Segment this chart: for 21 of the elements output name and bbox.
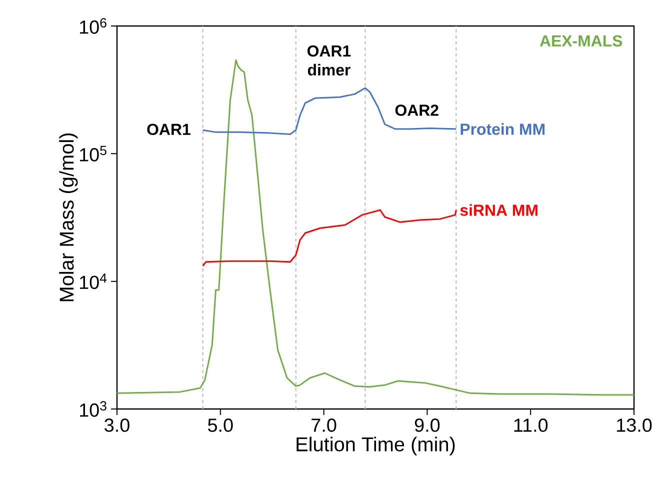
- x-tick-label: 7.0: [312, 418, 336, 432]
- y-tick-label: 10$^{4}$: [80, 274, 107, 290]
- x-tick-label: 5.0: [208, 418, 233, 432]
- annotation: OAR2: [395, 104, 438, 116]
- y-tick-label: 10$^{5}$: [80, 146, 106, 162]
- annotation: OAR1 dimer: [307, 45, 351, 76]
- x-tick-label: 9.0: [414, 418, 440, 432]
- annotation: OAR1: [147, 124, 190, 136]
- line-series: [202, 87, 457, 135]
- y-axis-title: Molar Mass (g/mol): [59, 134, 78, 302]
- x-axis-title: Elution Time (min): [296, 436, 455, 456]
- series-label: Protein MM: [460, 123, 544, 135]
- line-series: [116, 59, 635, 396]
- x-tick-label: 13.0: [617, 418, 652, 432]
- x-tick-label: 3.0: [104, 418, 130, 432]
- y-tick-label: 10$^{3}$: [80, 401, 106, 417]
- text: AEX-MALS: [540, 35, 622, 47]
- series-label: siRNA MM: [460, 204, 538, 216]
- y-tick-label: 10$^{6}$: [80, 18, 106, 34]
- line-series: [202, 209, 457, 267]
- x-tick-label: 11.0: [514, 418, 548, 432]
